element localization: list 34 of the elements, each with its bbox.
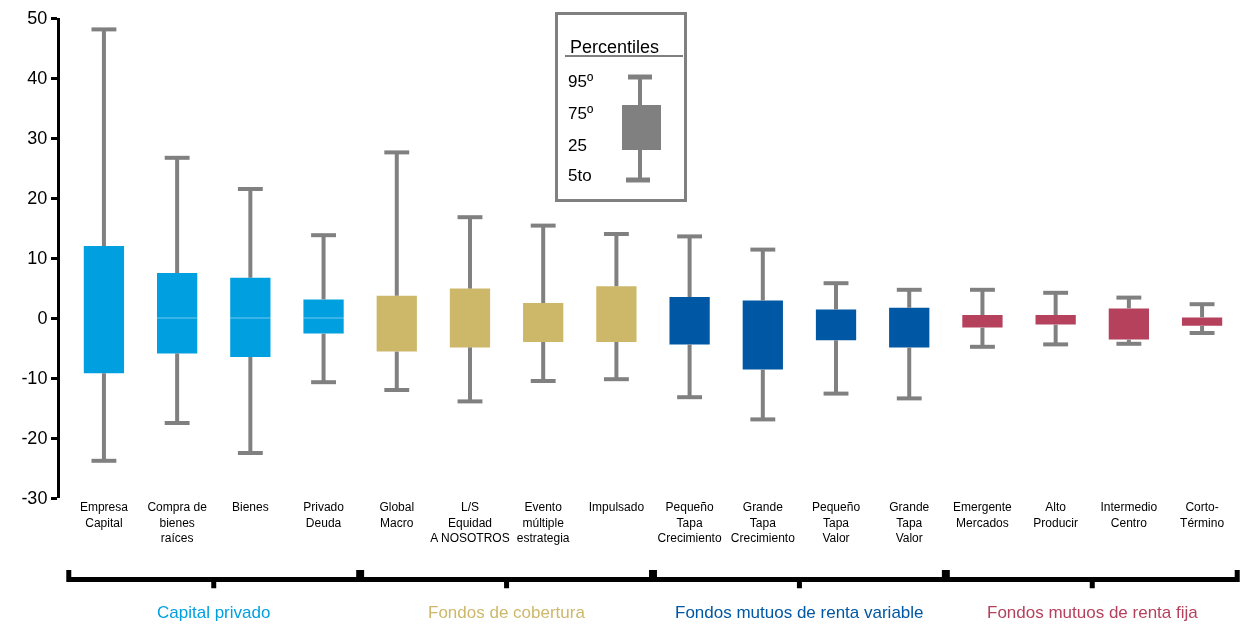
annotation: 95º [568,72,594,91]
x-tick-label: Empresa Capital [79,500,129,530]
x-tick-label: L/S Equidad A NOSOTROS [430,500,510,546]
y-tick-label: -20 [21,428,48,449]
text: Fondos de cobertura [428,603,586,622]
x-tick-label: Emergente Mercados [953,500,1013,530]
x-tick-label: Grande Tapa Valor [889,500,930,546]
x-tick-label: Compra de bienes raíces [147,500,208,546]
annotation: 5to [568,166,592,185]
x-tick-label: Global Macro [379,500,415,530]
x-tick-label: Pequeño Tapa Crecimiento [657,500,722,546]
x-tick-label: Privado Deuda [303,500,345,530]
text: Capital privado [157,603,271,622]
text: Fondos mutuos de renta variable [675,603,924,622]
y-tick-label: 40 [27,68,48,89]
x-tick-label: Bienes [232,500,269,514]
x-tick-label: Intermedio Centro [1100,500,1158,530]
x-tick-label: Alto Producir [1033,500,1078,530]
x-tick-label: Pequeño Tapa Valor [812,500,861,546]
y-tick-label: 30 [27,128,48,149]
y-tick-label: 0 [37,308,48,329]
x-tick-label: Corto- Término [1180,500,1225,530]
y-tick-label: 20 [27,188,48,209]
y-tick-label: -30 [21,488,48,509]
annotation: 25 [568,136,587,155]
y-tick-label: -10 [21,368,48,389]
annotation: 75º [568,104,594,123]
y-tick-label: 10 [27,248,48,269]
x-tick-label: Evento múltiple estrategia [516,500,570,546]
text: Fondos mutuos de renta fija [987,603,1199,622]
x-tick-label: Grande Tapa Crecimiento [730,500,796,546]
annotation: Percentiles [570,37,660,57]
y-tick-label: 50 [27,8,48,29]
x-tick-label: Impulsado [588,500,645,514]
